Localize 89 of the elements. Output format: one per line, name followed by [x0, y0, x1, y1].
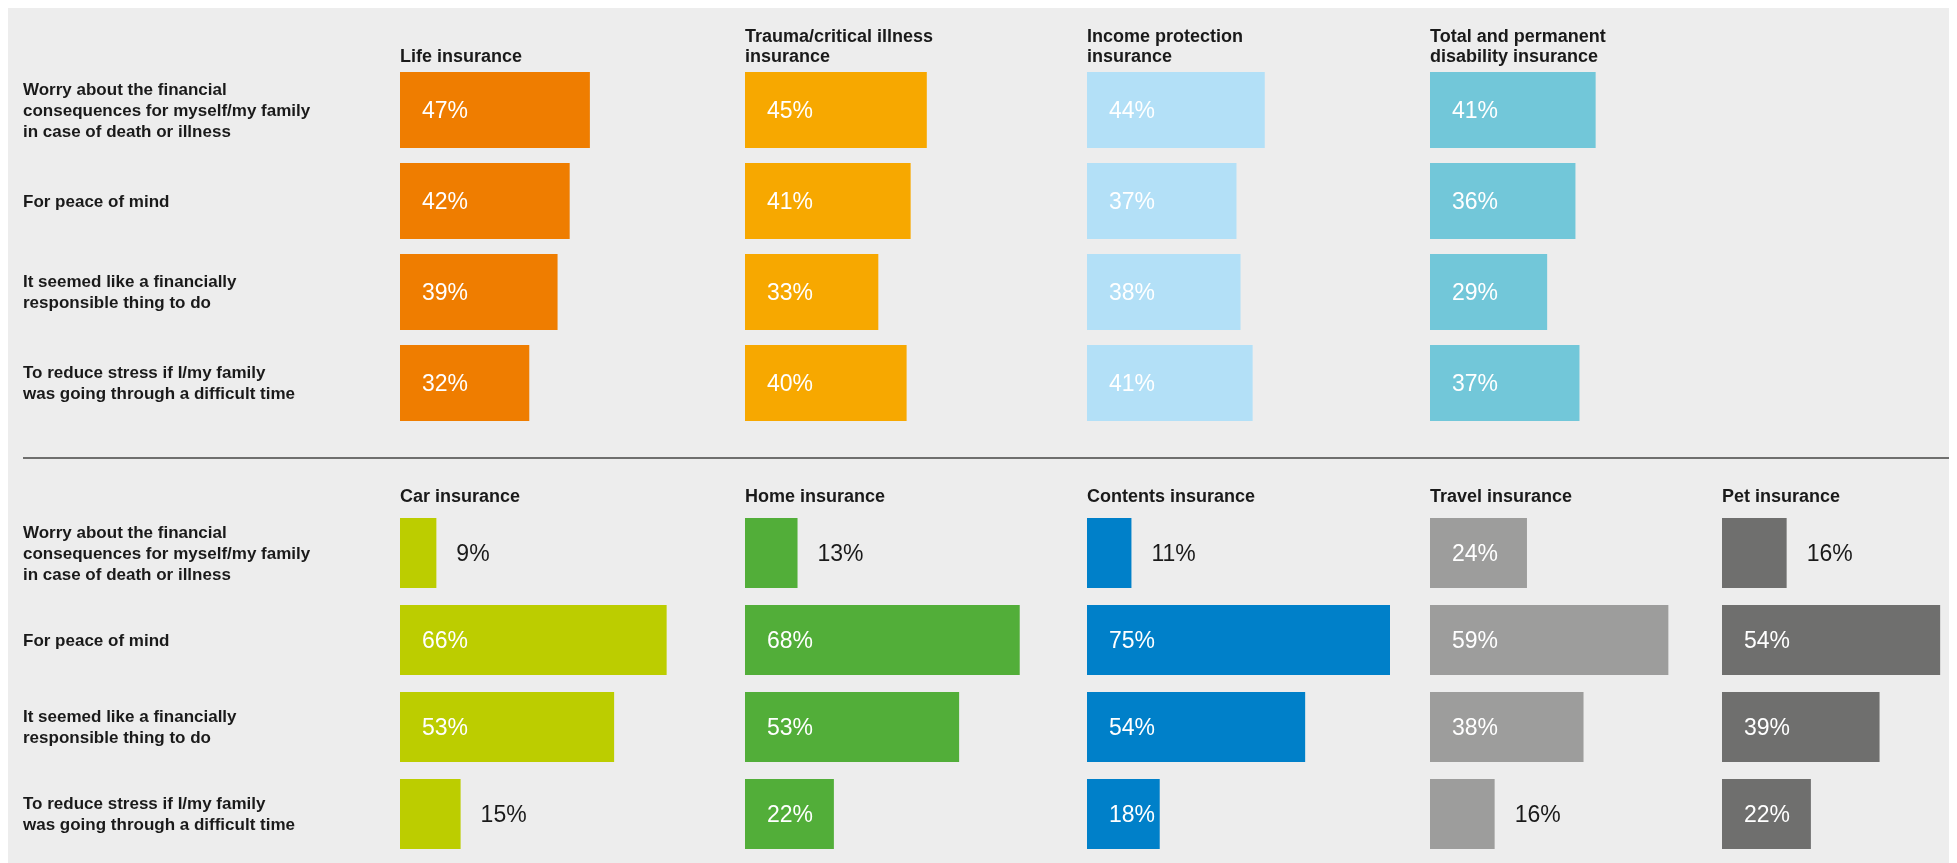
data-label: 39%: [1744, 714, 1791, 741]
y-tick-label: Worry about the financial consequences for myself/my family in case of death or illness: [23, 522, 311, 584]
bar: [400, 72, 590, 148]
bar: [1722, 692, 1880, 762]
bar: [1430, 692, 1584, 762]
y-tick-label: It seemed like a financially responsible thing to do: [23, 707, 238, 748]
data-label: 22%: [767, 801, 814, 828]
data-label: 9%: [456, 540, 490, 567]
data-label: 24%: [1452, 540, 1499, 567]
chart-title: Home insurance: [745, 486, 886, 506]
bar: [745, 518, 798, 588]
chart-title: Travel insurance: [1430, 486, 1573, 506]
data-label: 16%: [1806, 540, 1853, 567]
chart-title: Total and permanent disability insurance: [1430, 26, 1606, 66]
data-label: 41%: [1452, 97, 1499, 124]
chart-title: Car insurance: [400, 486, 521, 506]
data-label: 36%: [1452, 188, 1499, 215]
bar: [1430, 163, 1576, 239]
bar: [1087, 605, 1390, 675]
data-label: 13%: [817, 540, 864, 567]
data-label: 44%: [1109, 97, 1156, 124]
bar: [1722, 605, 1941, 675]
data-label: 29%: [1452, 279, 1499, 306]
data-label: 22%: [1744, 801, 1791, 828]
bar: [1087, 254, 1241, 330]
bar: [400, 779, 461, 849]
y-tick-label: For peace of mind: [23, 630, 170, 650]
data-label: 38%: [1452, 714, 1499, 741]
chart-title: Income protection insurance: [1087, 26, 1244, 66]
data-label: 54%: [1744, 627, 1791, 654]
chart-title: Contents insurance: [1087, 486, 1256, 506]
bar: [1087, 345, 1253, 421]
bar: [1722, 518, 1787, 588]
bar: [745, 163, 911, 239]
data-label: 45%: [767, 97, 814, 124]
bar: [400, 163, 570, 239]
data-label: 59%: [1452, 627, 1499, 654]
data-label: 38%: [1109, 279, 1156, 306]
bar: [1430, 605, 1669, 675]
bar: [1430, 518, 1527, 588]
data-label: 11%: [1151, 540, 1196, 567]
data-label: 37%: [1452, 370, 1499, 397]
bar: [745, 692, 960, 762]
bar: [745, 605, 1020, 675]
y-tick-label: It seemed like a financially responsible thing to do: [23, 272, 238, 313]
data-label: 42%: [422, 188, 469, 215]
data-label: 47%: [422, 97, 469, 124]
bar: [400, 605, 667, 675]
data-label: 15%: [480, 801, 527, 828]
bar: [1430, 779, 1495, 849]
data-label: 33%: [767, 279, 814, 306]
bar: [400, 254, 558, 330]
data-label: 18%: [1109, 801, 1156, 828]
data-label: 16%: [1514, 801, 1561, 828]
y-tick-label: Worry about the financial consequences for myself/my family in case of death or illness: [23, 79, 311, 141]
bar: [1722, 779, 1811, 849]
chart-title: Trauma/critical illness insurance: [745, 26, 934, 66]
bar: [745, 254, 879, 330]
bar: [1087, 163, 1237, 239]
bar: [1430, 254, 1548, 330]
bar: [1087, 72, 1265, 148]
data-label: 41%: [767, 188, 814, 215]
bar: [1087, 518, 1132, 588]
data-label: 37%: [1109, 188, 1156, 215]
bar: [1430, 72, 1596, 148]
bar: [1430, 345, 1580, 421]
data-label: 68%: [767, 627, 814, 654]
data-label: 66%: [422, 627, 469, 654]
data-label: 54%: [1109, 714, 1156, 741]
bar: [400, 518, 437, 588]
data-label: 53%: [767, 714, 814, 741]
data-label: 40%: [767, 370, 814, 397]
chart-title: Life insurance: [400, 46, 523, 66]
data-label: 39%: [422, 279, 469, 306]
y-tick-label: For peace of mind: [23, 191, 170, 211]
bar: [1087, 779, 1160, 849]
y-tick-label: To reduce stress if I/my family was going through a difficult time: [22, 794, 295, 835]
data-label: 32%: [422, 370, 469, 397]
bar: [745, 345, 907, 421]
data-label: 53%: [422, 714, 469, 741]
chart-title: Pet insurance: [1722, 486, 1841, 506]
bar: [400, 692, 615, 762]
bar: [745, 72, 927, 148]
bar: [400, 345, 530, 421]
data-label: 41%: [1109, 370, 1156, 397]
y-tick-label: To reduce stress if I/my family was going through a difficult time: [22, 363, 295, 404]
data-label: 75%: [1109, 627, 1156, 654]
bar: [1087, 692, 1306, 762]
bar: [745, 779, 834, 849]
